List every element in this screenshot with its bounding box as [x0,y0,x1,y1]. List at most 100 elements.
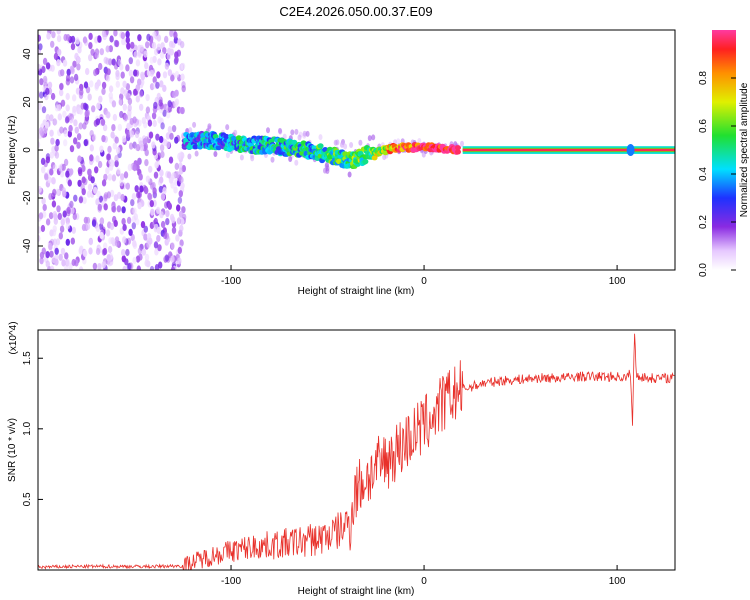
noise-blob [108,45,114,53]
noise-blob [61,163,66,171]
noise-blob [53,52,59,61]
noise-blob [45,156,51,164]
noise-blob [60,69,65,77]
noise-blob [137,78,142,86]
noise-blob [38,234,41,242]
noise-blob [96,102,101,110]
noise-blob [169,132,174,140]
noise-blob [153,101,158,109]
noise-blob [132,256,137,265]
noise-blob [45,260,50,268]
noise-blob [78,266,84,270]
halo-blob [194,150,199,157]
noise-blob [65,34,71,42]
halo-blob [302,130,307,137]
spectrogram-y-tick-label: 20 [22,96,33,108]
noise-blob [49,250,54,258]
halo-blob [396,138,401,145]
noise-blob [103,173,108,181]
snr-x-tick-label: 100 [609,576,626,587]
halo-blob [347,171,352,178]
noise-blob [133,51,138,59]
noise-blob [148,165,153,173]
noise-blob [96,79,101,87]
noise-blob [91,105,96,113]
noise-blob [164,62,170,70]
noise-blob [122,236,127,244]
noise-blob [127,104,132,112]
noise-blob [135,218,140,226]
noise-blob [87,183,93,191]
ridge-blob [317,143,324,149]
noise-blob [38,63,41,71]
noise-blob [112,113,118,122]
noise-blob [138,173,143,181]
noise-blob [56,205,61,213]
noise-blob [180,182,185,190]
noise-blob [45,218,51,226]
noise-blob [120,193,125,202]
noise-blob [147,119,153,127]
noise-blob [45,87,50,95]
noise-blob [54,151,60,159]
noise-blob [174,70,180,79]
noise-blob [125,130,131,138]
noise-blob [93,186,98,194]
noise-blob [83,81,89,89]
noise-blob [145,41,150,49]
colorbar-gradient [712,30,736,270]
noise-blob [117,123,123,131]
noise-blob [75,87,81,95]
noise-blob [159,169,164,177]
noise-blob [159,80,164,88]
noise-blob [157,116,162,124]
noise-blob [135,143,140,152]
snr-x-tick-label: 0 [421,576,427,587]
noise-blob [111,205,117,213]
halo-blob [358,139,363,146]
noise-blob [109,189,115,197]
noise-blob [79,88,84,96]
noise-blob [115,73,120,81]
noise-blob [143,50,148,58]
noise-blob [56,30,61,35]
noise-blob [109,35,114,43]
noise-blob [156,152,162,160]
noise-blob [141,248,147,256]
noise-blob [44,173,49,181]
noise-blob [59,170,65,178]
noise-blob [90,176,95,184]
noise-blob [140,221,146,229]
noise-blob [95,224,101,232]
noise-blob [154,248,159,256]
noise-blob [54,258,59,266]
snr-y-tick-label: 1.0 [22,421,33,435]
noise-blob [49,151,54,159]
noise-blob [180,62,186,70]
noise-blob [111,174,117,182]
noise-blob [71,258,76,267]
noise-blob [145,94,150,102]
noise-blob [170,255,175,263]
spectrogram-y-tick-label: -40 [22,238,33,253]
noise-blob [137,34,142,42]
noise-blob [159,144,165,152]
noise-blob [151,141,156,149]
noise-blob [99,217,105,225]
ridge-blob [235,135,242,141]
noise-blob [128,69,134,77]
noise-blob [99,48,105,56]
noise-blob [154,264,160,270]
noise-blob [38,34,41,42]
noise-blob [154,161,159,169]
noise-blob [178,210,184,218]
noise-blob [68,124,73,133]
noise-blob [177,196,183,204]
noise-blob [97,263,102,270]
noise-blob [70,43,76,51]
halo-blob [305,130,310,137]
noise-blob [78,196,84,204]
noise-blob [62,139,68,147]
noise-blob [176,204,181,212]
